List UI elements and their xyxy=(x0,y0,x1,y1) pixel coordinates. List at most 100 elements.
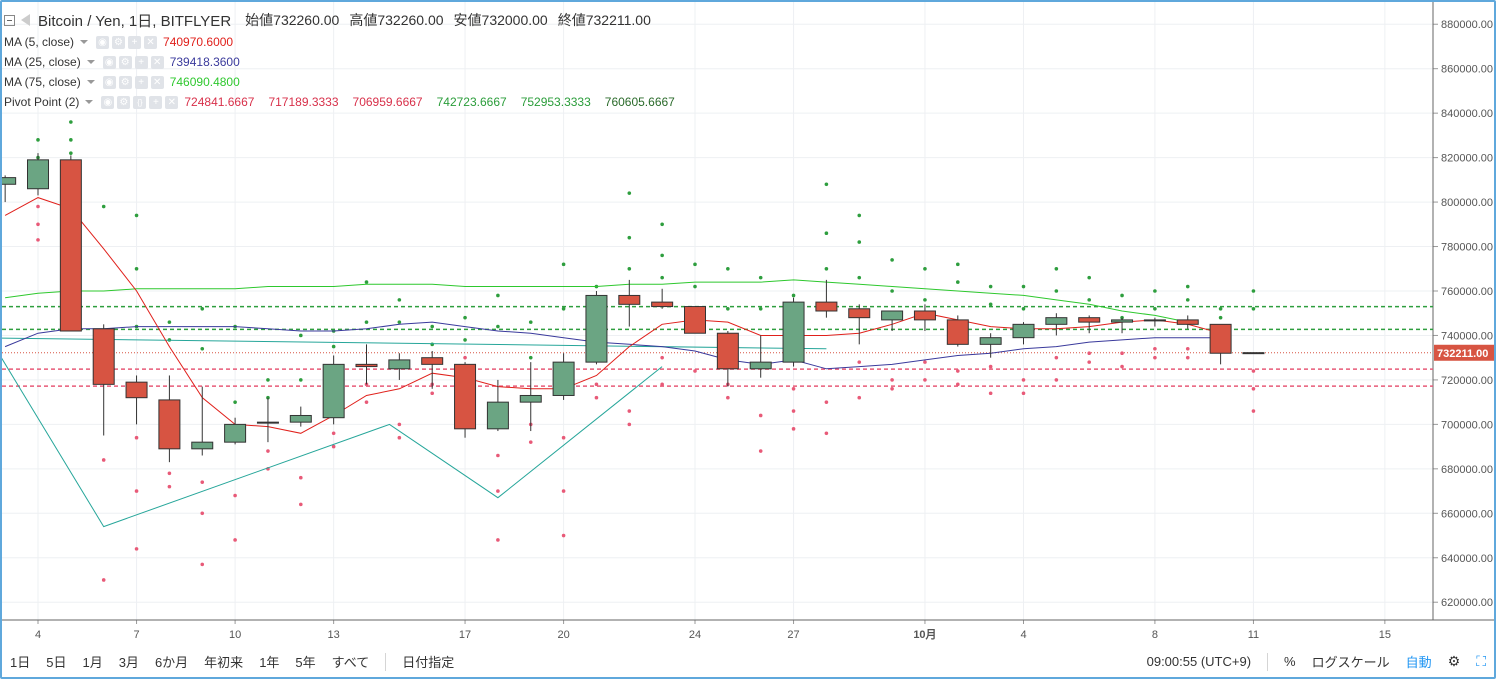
indicator-controls: ◉ ⚙ + ✕ xyxy=(96,35,158,49)
pivot-dot-down xyxy=(299,475,303,480)
clock-readout[interactable]: 09:00:55 (UTC+9) xyxy=(1146,654,1252,669)
auto-scale-button[interactable]: 自動 xyxy=(1405,655,1432,670)
pivot-dot-up xyxy=(528,355,533,360)
pivot-dot-down xyxy=(397,435,402,440)
eye-icon[interactable]: ◉ xyxy=(96,35,110,49)
pivot-dot-down xyxy=(1087,360,1091,364)
indicator-name[interactable]: MA (75, close) xyxy=(4,75,81,89)
pivot-dot-up xyxy=(923,266,927,271)
plus-icon[interactable]: + xyxy=(134,75,148,89)
pivot-dot-up xyxy=(988,284,993,289)
indicator-controls: ◉ ⚙ + ✕ xyxy=(102,75,164,89)
candle-down xyxy=(684,306,706,334)
gear-icon[interactable]: ⚙ xyxy=(118,55,132,69)
price-tick-label: 860000.00 xyxy=(1441,64,1493,76)
pivot-dot-up xyxy=(463,338,467,342)
plus-icon[interactable]: + xyxy=(134,55,148,69)
candle-down xyxy=(59,159,82,332)
pivot-dot-up xyxy=(496,324,500,329)
indicator-name[interactable]: MA (25, close) xyxy=(4,55,81,69)
pivot-dot-up xyxy=(857,240,862,244)
gear-icon[interactable]: ⚙ xyxy=(1447,653,1461,669)
range-button[interactable]: 5日 xyxy=(46,655,67,670)
log-scale-button[interactable]: ログスケール xyxy=(1311,655,1390,670)
date-select-button[interactable]: 日付指定 xyxy=(402,655,455,670)
price-tick-label: 840000.00 xyxy=(1441,108,1493,120)
close-icon[interactable]: ✕ xyxy=(150,55,164,69)
plot-area[interactable] xyxy=(2,2,1433,620)
candle-down xyxy=(1242,352,1265,355)
pivot-dot-up xyxy=(36,138,40,142)
chevron-down-icon[interactable] xyxy=(80,40,89,44)
indicator-name[interactable]: Pivot Point (2) xyxy=(4,95,80,109)
chevron-down-icon[interactable] xyxy=(86,80,95,84)
pivot-dot-up xyxy=(1218,306,1223,311)
range-button[interactable]: すべて xyxy=(331,655,370,670)
close-icon[interactable]: ✕ xyxy=(144,35,158,49)
pivot-dot-up xyxy=(331,344,336,349)
pivot-dot-up xyxy=(824,231,829,235)
candle-up xyxy=(322,363,345,419)
gear-icon[interactable]: ⚙ xyxy=(118,75,132,89)
pivot-dot-up xyxy=(101,204,106,209)
indicator-name[interactable]: MA (5, close) xyxy=(4,35,75,49)
close-icon[interactable]: ✕ xyxy=(165,95,179,109)
range-button[interactable]: 年初来 xyxy=(204,655,244,670)
gear-icon[interactable]: ⚙ xyxy=(117,95,131,109)
pivot-dot-down xyxy=(791,427,796,431)
flag-icon[interactable] xyxy=(21,14,30,26)
price-tick-label: 700000.00 xyxy=(1441,419,1493,431)
source-icon[interactable]: {} xyxy=(133,95,147,109)
ohlc-values: 始値732260.00 高値732260.00 安値732000.00 終値73221… xyxy=(245,10,651,30)
range-button[interactable]: 3月 xyxy=(118,655,139,670)
plus-icon[interactable]: + xyxy=(128,35,142,49)
pivot-dot-up xyxy=(397,320,402,324)
close-icon[interactable]: ✕ xyxy=(150,75,164,89)
time-tick-label: 17 xyxy=(459,629,471,641)
pivot-dot-up xyxy=(1054,266,1059,271)
pivot-dot-down xyxy=(299,502,303,507)
fullscreen-icon[interactable]: ⛶ xyxy=(1476,653,1486,669)
candle-up xyxy=(585,294,608,363)
pivot-dot-up xyxy=(627,266,632,271)
pivot-dot-down xyxy=(923,360,927,364)
time-tick-label: 4 xyxy=(1020,629,1026,641)
pivot-dot-up xyxy=(923,298,927,302)
pivot-dot-down xyxy=(134,435,139,440)
pivot-dot-down xyxy=(331,431,336,436)
pivot-dot-down xyxy=(1251,369,1256,373)
candle-down xyxy=(618,294,641,305)
gear-icon[interactable]: ⚙ xyxy=(112,35,126,49)
plus-icon[interactable]: + xyxy=(149,95,163,109)
range-button[interactable]: 5年 xyxy=(295,655,316,670)
chevron-down-icon[interactable] xyxy=(85,100,94,104)
candle-down xyxy=(848,308,871,319)
range-button[interactable]: 1日 xyxy=(10,655,31,670)
time-tick-label: 24 xyxy=(689,629,701,641)
eye-icon[interactable]: ◉ xyxy=(102,75,116,89)
price-tick-label: 740000.00 xyxy=(1441,330,1493,342)
chevron-down-icon[interactable] xyxy=(86,60,95,64)
percent-scale-button[interactable]: % xyxy=(1284,654,1296,669)
pivot-dot-up xyxy=(1185,298,1190,302)
collapse-legend-button[interactable] xyxy=(4,14,15,26)
range-button[interactable]: 6か月 xyxy=(154,655,189,670)
eye-icon[interactable]: ◉ xyxy=(101,95,115,109)
range-button[interactable]: 1月 xyxy=(82,655,103,670)
eye-icon[interactable]: ◉ xyxy=(102,55,116,69)
ma75-line xyxy=(5,279,1188,323)
zigzag-line xyxy=(2,357,663,528)
time-tick-label: 4 xyxy=(35,629,41,641)
indicator-row: MA (5, close) ◉ ⚙ + ✕ 740970.6000 xyxy=(4,32,689,52)
pivot-dot-up xyxy=(1153,306,1157,311)
range-button[interactable]: 1年 xyxy=(259,655,280,670)
pivot-dot-down xyxy=(1021,378,1026,382)
pivot-dot-down xyxy=(1185,346,1190,351)
pivot-dot-down xyxy=(1120,364,1124,369)
indicator-value: 742723.6667 xyxy=(436,95,507,109)
candle-up xyxy=(552,361,575,396)
pivot-dot-down xyxy=(331,444,336,449)
price-tick-label: 660000.00 xyxy=(1441,508,1493,520)
pivot-dot-down xyxy=(1054,378,1059,382)
